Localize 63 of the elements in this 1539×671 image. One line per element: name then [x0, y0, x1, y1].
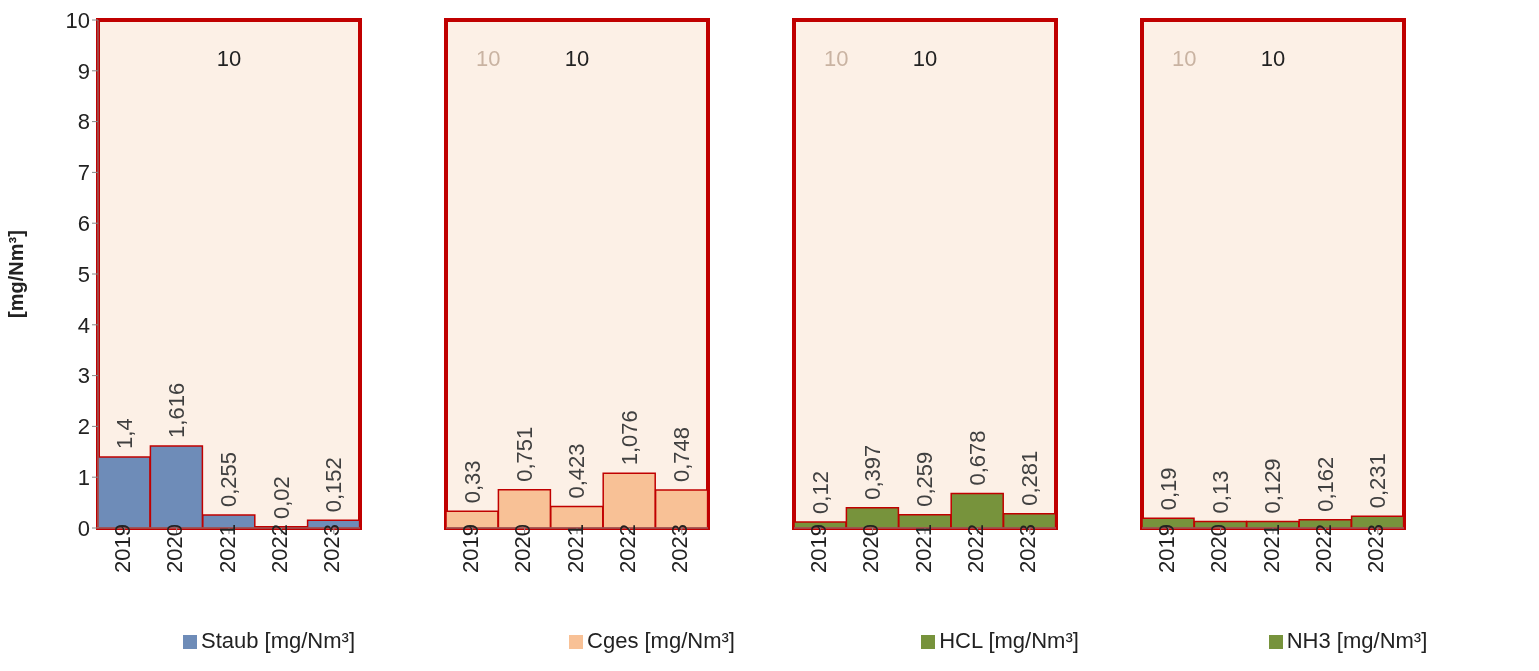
- data-label: 0,12: [807, 471, 833, 514]
- x-tick-label: 2019: [109, 524, 135, 573]
- band-label: 10: [1260, 45, 1286, 71]
- data-label: 0,397: [859, 444, 885, 500]
- y-tick-label: 5: [77, 261, 90, 287]
- annotation: 10: [824, 45, 849, 71]
- x-tick-label: 2019: [805, 524, 831, 573]
- y-tick-label: 1: [77, 465, 90, 491]
- x-tick-label: 2019: [1153, 524, 1179, 573]
- x-tick-label: 2019: [457, 524, 483, 573]
- x-tick-label: 2020: [858, 524, 884, 573]
- x-tick-label: 2023: [1363, 524, 1389, 573]
- band-label: 10: [216, 45, 242, 71]
- data-label: 0,231: [1365, 453, 1391, 509]
- data-label: 1,616: [163, 382, 189, 438]
- legend-label: Staub [mg/Nm³]: [200, 628, 356, 653]
- y-tick-label: 2: [77, 414, 90, 440]
- legend-label: NH3 [mg/Nm³]: [1286, 628, 1428, 653]
- data-label: 0,255: [216, 451, 242, 508]
- x-tick-label: 2020: [162, 524, 188, 573]
- band-label: 10: [912, 45, 938, 71]
- data-label: 1,076: [616, 410, 642, 466]
- x-tick-label: 2022: [1311, 524, 1337, 573]
- y-tick-label: 9: [77, 58, 90, 84]
- y-tick-label: 0: [77, 515, 90, 541]
- x-tick-label: 2021: [910, 524, 936, 573]
- x-tick-label: 2021: [1258, 524, 1284, 573]
- data-label: 1,4: [111, 418, 137, 449]
- data-label: 0,02: [268, 476, 294, 519]
- data-label: 0,152: [321, 457, 347, 513]
- data-label: 0,751: [511, 426, 537, 482]
- x-tick-label: 2020: [1206, 524, 1232, 573]
- x-tick-label: 2022: [615, 524, 641, 573]
- x-tick-label: 2022: [267, 524, 293, 573]
- x-tick-label: 2021: [214, 524, 240, 573]
- y-tick-label: 6: [77, 211, 90, 237]
- data-label: 0,13: [1207, 470, 1233, 514]
- y-tick-label: 3: [77, 363, 90, 389]
- data-label: 0,678: [964, 430, 990, 486]
- data-label: 0,281: [1017, 450, 1043, 506]
- data-label: 0,423: [564, 443, 590, 499]
- y-axis-title: [mg/Nm³]: [5, 230, 28, 318]
- x-tick-label: 2023: [319, 524, 345, 573]
- y-tick-label: 7: [77, 160, 90, 186]
- data-label: 0,162: [1312, 456, 1338, 512]
- x-tick-label: 2021: [562, 524, 588, 573]
- x-tick-label: 2022: [963, 524, 989, 573]
- x-tick-label: 2023: [1015, 524, 1041, 573]
- y-tick-label: 4: [77, 312, 90, 338]
- y-tick-label: 8: [77, 109, 90, 135]
- x-tick-label: 2020: [510, 524, 536, 573]
- legend-label: HCL [mg/Nm³]: [939, 628, 1079, 653]
- annotation: 10: [476, 45, 501, 71]
- data-label: 0,129: [1260, 458, 1286, 514]
- x-tick-label: 2023: [667, 524, 693, 573]
- data-label: 0,33: [459, 460, 485, 504]
- data-label: 0,19: [1155, 467, 1181, 511]
- band-label: 10: [564, 45, 590, 71]
- annotation: 10: [1172, 45, 1197, 71]
- data-label: 0,259: [912, 451, 938, 507]
- data-label: 0,748: [669, 426, 695, 482]
- y-tick-label: 10: [65, 7, 90, 33]
- legend-label: Cges [mg/Nm³]: [587, 628, 735, 653]
